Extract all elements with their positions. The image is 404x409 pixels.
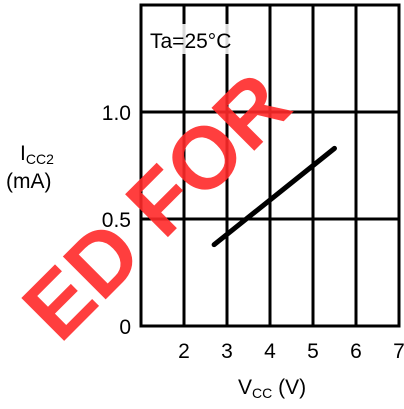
svg-text:VCC (V): VCC (V) [238, 376, 306, 401]
x-tick-label: 2 [178, 340, 190, 363]
x-axis-label-main: V [238, 376, 252, 399]
y-axis-label-sub: CC2 [26, 151, 54, 167]
x-axis-label-sub: CC [252, 385, 272, 401]
y-axis-label-unit: (mA) [6, 170, 52, 193]
x-axis-label-unit: (V) [272, 376, 306, 399]
annotation-box: Ta=25°C [146, 24, 254, 54]
svg-text:ICC2: ICC2 [20, 142, 54, 167]
grid-layer [141, 5, 399, 326]
series-line [211, 145, 337, 248]
y-axis-label: ICC2 (mA) [6, 142, 54, 193]
y-tick-label: 1.0 [102, 102, 131, 125]
x-tick-label: 4 [264, 340, 276, 363]
temperature-annotation: Ta=25°C [150, 30, 231, 53]
x-tick-label: 3 [221, 340, 233, 363]
tick-labels: 2 3 4 5 6 7 0 0.5 1.0 [102, 102, 404, 363]
y-tick-label: 0.5 [102, 209, 131, 232]
x-tick-label: 5 [307, 340, 319, 363]
y-tick-label: 0 [119, 316, 131, 339]
plot-frame [139, 3, 401, 328]
x-tick-label: 6 [350, 340, 362, 363]
y-axis-label-main: I [20, 142, 26, 165]
x-tick-label: 7 [393, 340, 404, 363]
x-axis-label: VCC (V) [238, 376, 306, 401]
series-layer [211, 145, 337, 248]
